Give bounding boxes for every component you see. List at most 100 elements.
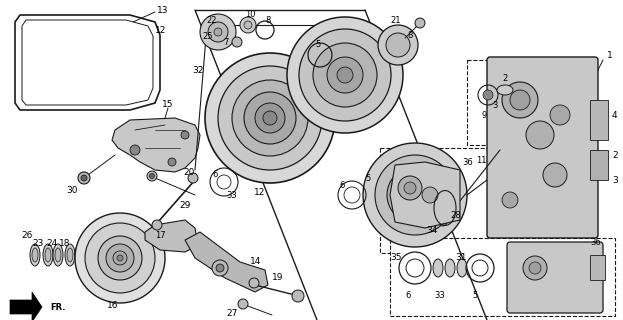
Bar xyxy=(590,100,608,140)
Text: 28: 28 xyxy=(450,211,461,220)
Polygon shape xyxy=(10,292,42,320)
Polygon shape xyxy=(145,220,198,252)
Circle shape xyxy=(214,28,222,36)
Ellipse shape xyxy=(45,248,51,262)
Circle shape xyxy=(181,131,189,139)
Ellipse shape xyxy=(433,259,443,277)
Text: 33: 33 xyxy=(435,291,445,300)
Text: 17: 17 xyxy=(155,230,165,239)
Circle shape xyxy=(255,103,285,133)
FancyBboxPatch shape xyxy=(507,242,603,313)
Circle shape xyxy=(85,223,155,293)
Circle shape xyxy=(299,29,391,121)
Text: 5: 5 xyxy=(365,173,371,182)
Circle shape xyxy=(387,167,443,223)
Text: 16: 16 xyxy=(107,300,119,309)
Polygon shape xyxy=(185,232,268,292)
Text: 19: 19 xyxy=(272,274,283,283)
Text: 33: 33 xyxy=(227,190,237,199)
Text: 2: 2 xyxy=(612,150,617,159)
Text: 26: 26 xyxy=(21,230,32,239)
Circle shape xyxy=(75,213,165,303)
Text: 12: 12 xyxy=(254,188,265,196)
Circle shape xyxy=(244,92,296,144)
Ellipse shape xyxy=(43,244,53,266)
Text: 23: 23 xyxy=(32,238,44,247)
Circle shape xyxy=(212,260,228,276)
Circle shape xyxy=(218,66,322,170)
Circle shape xyxy=(200,14,236,50)
Text: 13: 13 xyxy=(157,5,169,14)
Circle shape xyxy=(398,176,422,200)
Circle shape xyxy=(363,143,467,247)
Circle shape xyxy=(327,57,363,93)
Text: 10: 10 xyxy=(245,10,255,19)
Text: 14: 14 xyxy=(250,258,262,267)
Circle shape xyxy=(244,21,252,29)
Circle shape xyxy=(386,33,410,57)
Text: 1: 1 xyxy=(607,51,613,60)
Ellipse shape xyxy=(65,244,75,266)
Polygon shape xyxy=(112,118,200,172)
Text: 32: 32 xyxy=(193,66,204,75)
Text: 35: 35 xyxy=(390,253,401,262)
Circle shape xyxy=(415,18,425,28)
Text: 7: 7 xyxy=(223,37,229,46)
Polygon shape xyxy=(22,20,153,105)
Circle shape xyxy=(523,256,547,280)
Circle shape xyxy=(408,188,422,202)
Text: 6: 6 xyxy=(212,170,217,179)
Circle shape xyxy=(106,244,134,272)
Circle shape xyxy=(205,53,335,183)
Text: 8: 8 xyxy=(265,15,270,25)
Ellipse shape xyxy=(55,248,61,262)
Text: 6: 6 xyxy=(340,180,345,189)
Circle shape xyxy=(240,17,256,33)
Text: 27: 27 xyxy=(226,308,238,317)
Circle shape xyxy=(498,180,508,190)
Text: 3: 3 xyxy=(492,100,498,109)
Bar xyxy=(467,60,572,145)
Circle shape xyxy=(529,262,541,274)
Text: 8: 8 xyxy=(407,30,412,39)
Circle shape xyxy=(232,37,242,47)
Circle shape xyxy=(404,182,416,194)
Text: 34: 34 xyxy=(426,226,438,235)
Circle shape xyxy=(150,173,155,179)
Text: 29: 29 xyxy=(179,201,191,210)
Circle shape xyxy=(313,43,377,107)
Circle shape xyxy=(483,90,493,100)
Circle shape xyxy=(292,290,304,302)
Ellipse shape xyxy=(30,244,40,266)
Circle shape xyxy=(249,278,259,288)
Text: 36: 36 xyxy=(463,157,473,166)
Text: 31: 31 xyxy=(455,253,467,262)
Circle shape xyxy=(147,171,157,181)
Circle shape xyxy=(152,220,162,230)
Ellipse shape xyxy=(497,85,513,95)
Bar xyxy=(380,148,495,253)
Circle shape xyxy=(263,111,277,125)
Text: 5: 5 xyxy=(315,39,321,49)
Text: 3: 3 xyxy=(612,175,618,185)
Ellipse shape xyxy=(67,248,73,262)
Circle shape xyxy=(550,105,570,125)
Circle shape xyxy=(113,251,127,265)
FancyBboxPatch shape xyxy=(487,57,598,238)
Ellipse shape xyxy=(75,244,85,266)
Text: 25: 25 xyxy=(202,31,213,41)
Circle shape xyxy=(337,67,353,83)
Circle shape xyxy=(232,80,308,156)
Bar xyxy=(590,255,605,280)
Bar xyxy=(390,238,615,316)
Circle shape xyxy=(287,17,403,133)
Text: 2: 2 xyxy=(502,74,508,83)
Circle shape xyxy=(216,264,224,272)
Text: 36: 36 xyxy=(590,237,601,246)
Circle shape xyxy=(130,145,140,155)
Text: 15: 15 xyxy=(162,100,174,108)
Text: 22: 22 xyxy=(207,15,217,25)
Ellipse shape xyxy=(53,244,63,266)
Circle shape xyxy=(238,299,248,309)
Text: FR.: FR. xyxy=(50,303,65,313)
